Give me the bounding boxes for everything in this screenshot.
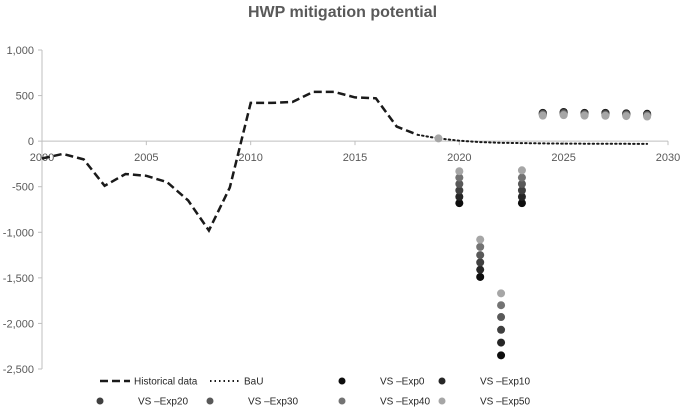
legend-swatch-vs-exp0 xyxy=(338,377,346,385)
x-tick-label: 2020 xyxy=(447,152,471,164)
y-tick-label: -2,500 xyxy=(3,364,34,376)
data-point-vs-exp40 xyxy=(517,173,526,182)
legend-label-bau: BaU xyxy=(244,377,263,388)
data-point-vs-exp20 xyxy=(476,258,485,267)
data-point-vs-exp50 xyxy=(455,167,464,176)
data-point-vs-exp20 xyxy=(497,325,506,334)
legend-label-historical-data: Historical data xyxy=(134,377,198,388)
data-point-vs-exp40 xyxy=(497,301,506,310)
series-layer xyxy=(41,90,652,360)
data-point-vs-exp20 xyxy=(517,186,526,195)
legend: Historical data BaU VS –Exp0 VS –Exp10 VS –E… xyxy=(96,377,530,408)
x-tick-label: 2025 xyxy=(551,152,575,164)
axes-layer: 1,000 500 0 -500 -1,000 -1,500 -2,000 -2,500 200… xyxy=(3,45,680,376)
legend-label-vs-exp40: VS –Exp40 xyxy=(380,397,430,408)
legend-swatch-vs-exp10 xyxy=(438,377,446,385)
chart-title: HWP mitigation potential xyxy=(247,4,438,21)
legend-label-vs-exp10: VS –Exp10 xyxy=(480,377,530,388)
series-line-bau xyxy=(416,133,649,145)
x-tick-label: 2015 xyxy=(343,152,367,164)
data-point-vs-exp50 xyxy=(538,111,547,120)
y-tick-label: 1,000 xyxy=(6,45,34,57)
data-point-vs-exp50 xyxy=(434,134,443,143)
series-line-historical-data xyxy=(41,90,419,233)
data-point-vs-exp50 xyxy=(497,289,506,298)
data-point-vs-exp30 xyxy=(455,179,464,188)
data-point-vs-exp50 xyxy=(643,112,652,121)
legend-label-vs-exp50: VS –Exp50 xyxy=(480,397,530,408)
data-point-vs-exp10 xyxy=(497,338,506,347)
legend-swatch-vs-exp30 xyxy=(206,397,214,405)
data-point-vs-exp10 xyxy=(455,192,464,201)
legend-label-vs-exp0: VS –Exp0 xyxy=(380,377,425,388)
data-point-vs-exp10 xyxy=(517,192,526,201)
data-point-vs-exp50 xyxy=(580,111,589,120)
y-tick-label: -1,500 xyxy=(3,273,34,285)
data-point-vs-exp0 xyxy=(476,272,485,281)
data-point-vs-exp50 xyxy=(559,111,568,120)
data-point-vs-exp20 xyxy=(455,186,464,195)
data-point-vs-exp40 xyxy=(455,173,464,182)
x-tick-label: 2030 xyxy=(656,152,680,164)
data-point-vs-exp50 xyxy=(601,111,610,120)
y-tick-label: -500 xyxy=(12,182,34,194)
y-tick-label: -2,000 xyxy=(3,318,34,330)
y-tick-label: 500 xyxy=(16,91,34,103)
data-point-vs-exp0 xyxy=(455,199,464,208)
data-point-vs-exp40 xyxy=(476,242,485,251)
legend-swatch-vs-exp40 xyxy=(338,397,346,405)
legend-swatch-vs-exp20 xyxy=(96,397,104,405)
data-point-vs-exp0 xyxy=(497,351,506,360)
legend-label-vs-exp30: VS –Exp30 xyxy=(248,397,298,408)
x-tick-label: 2010 xyxy=(238,152,262,164)
data-point-vs-exp10 xyxy=(476,265,485,274)
legend-swatch-vs-exp50 xyxy=(438,397,446,405)
data-point-vs-exp50 xyxy=(622,112,631,121)
legend-label-vs-exp20: VS –Exp20 xyxy=(138,397,188,408)
data-point-vs-exp0 xyxy=(517,199,526,208)
y-tick-label: -1,000 xyxy=(3,227,34,239)
data-point-vs-exp30 xyxy=(476,251,485,260)
data-point-vs-exp30 xyxy=(517,179,526,188)
data-point-vs-exp50 xyxy=(517,166,526,175)
data-point-vs-exp30 xyxy=(497,313,506,322)
x-tick-label: 2005 xyxy=(134,152,158,164)
y-tick-label: 0 xyxy=(28,136,34,148)
data-point-vs-exp50 xyxy=(476,235,485,244)
